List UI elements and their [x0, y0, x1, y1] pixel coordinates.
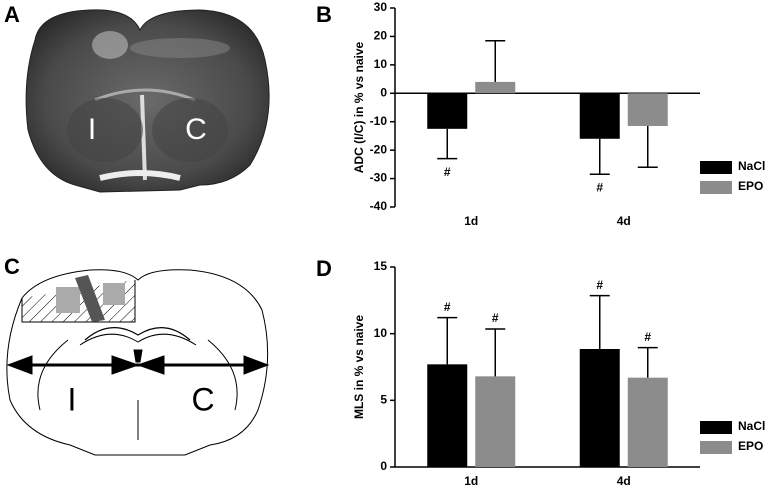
error-bar — [637, 125, 658, 168]
y-tick-label: -10 — [370, 114, 388, 128]
y-tick-label: 10 — [374, 57, 388, 71]
y-tick-label: 20 — [374, 29, 388, 43]
significance-marker: # — [444, 165, 451, 179]
bar — [427, 364, 468, 467]
significance-marker: # — [644, 330, 651, 344]
error-bar — [589, 138, 610, 176]
significance-marker: # — [444, 300, 451, 314]
panel-label: B — [316, 2, 332, 27]
diagram-label: I — [68, 381, 77, 417]
error-bar — [437, 316, 458, 365]
legend-swatch — [700, 161, 732, 174]
x-tick-label: 4d — [617, 474, 631, 488]
y-tick-label: 15 — [374, 259, 388, 273]
y-axis-label: MLS in % vs naive — [352, 315, 366, 419]
y-tick-label: 30 — [374, 0, 388, 14]
bar — [579, 349, 620, 467]
legend-swatch — [700, 441, 732, 454]
bar — [579, 93, 620, 139]
mri-label: C — [185, 113, 207, 146]
bar — [475, 81, 516, 94]
error-bar — [437, 128, 458, 160]
error-bar — [485, 39, 506, 82]
mri-image — [25, 9, 270, 193]
legend-swatch — [700, 421, 732, 434]
y-tick-label: 5 — [380, 393, 387, 407]
y-tick-label: 0 — [380, 85, 387, 99]
y-tick-label: -40 — [370, 199, 388, 213]
error-bar — [637, 346, 658, 378]
legend-label: NaCl — [738, 419, 765, 433]
panel-label: A — [4, 2, 20, 27]
y-tick-label: 10 — [374, 326, 388, 340]
legend-label: EPO — [738, 179, 763, 193]
brain-diagram — [6, 269, 270, 456]
y-axis-label: ADC (I/C) in % vs naive — [352, 42, 366, 174]
mri-label: I — [88, 113, 96, 146]
significance-marker: # — [596, 180, 603, 194]
x-tick-label: 1d — [464, 474, 478, 488]
y-tick-label: -30 — [370, 171, 388, 185]
panel-label: D — [316, 256, 332, 281]
x-tick-label: 1d — [464, 214, 478, 228]
y-tick-label: -20 — [370, 142, 388, 156]
bar — [427, 93, 468, 129]
legend-label: NaCl — [738, 159, 765, 173]
diagram-label: C — [191, 381, 214, 417]
bar — [475, 376, 516, 467]
panel-label: C — [4, 254, 20, 279]
bar — [627, 377, 668, 467]
x-tick-label: 4d — [617, 214, 631, 228]
error-bar — [485, 328, 506, 377]
bar — [627, 93, 668, 126]
legend-label: EPO — [738, 439, 763, 453]
error-bar — [589, 294, 610, 349]
significance-marker: # — [596, 278, 603, 292]
y-tick-label: 0 — [380, 459, 387, 473]
significance-marker: # — [492, 311, 499, 325]
legend-swatch — [700, 181, 732, 194]
